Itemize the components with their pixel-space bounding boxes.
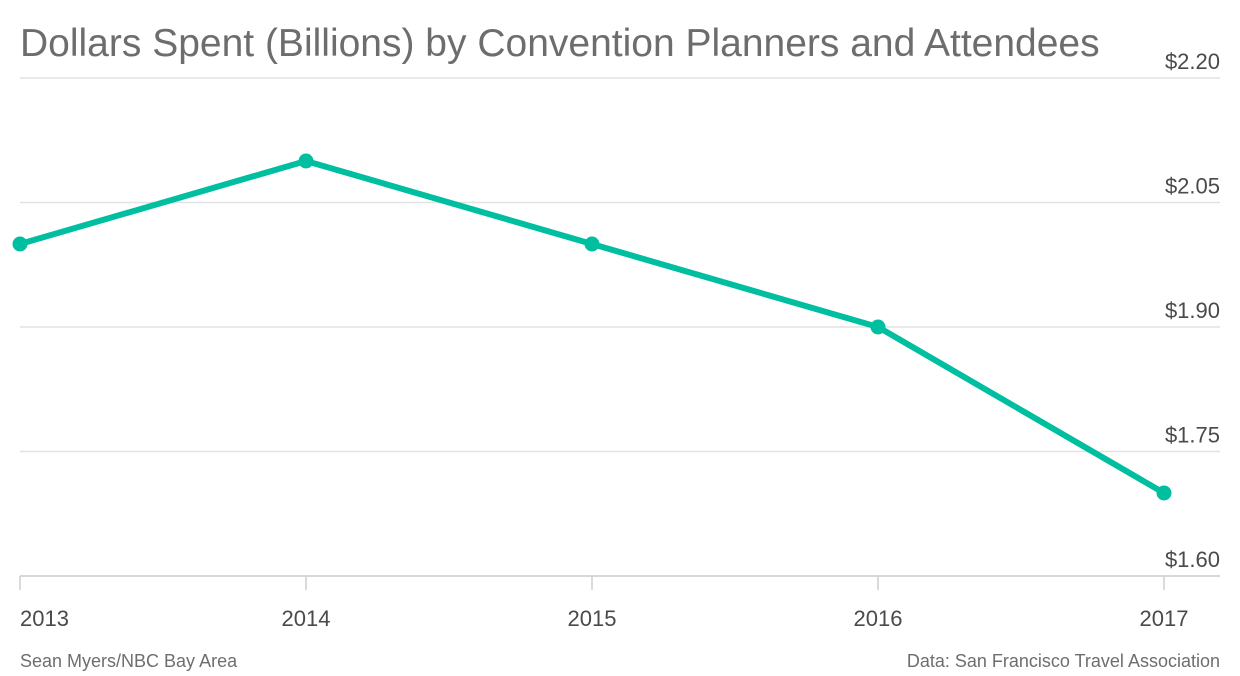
author-credit: Sean Myers/NBC Bay Area [20, 651, 238, 671]
y-tick-label: $1.90 [1165, 298, 1220, 323]
data-point [12, 236, 28, 252]
y-axis-ticks: $1.60 $1.75 $1.90 $2.05 $2.20 [1165, 49, 1220, 572]
data-point [1156, 485, 1172, 501]
chart-title: Dollars Spent (Billions) by Convention P… [20, 22, 1100, 65]
y-tick-label: $2.20 [1165, 49, 1220, 74]
x-tick-label: 2017 [1140, 606, 1189, 631]
data-point [870, 319, 886, 335]
y-tick-label: $1.60 [1165, 547, 1220, 572]
series-group [12, 153, 1172, 501]
data-point [298, 153, 314, 169]
y-tick-label: $2.05 [1165, 174, 1220, 199]
y-tick-label: $1.75 [1165, 423, 1220, 448]
x-tick-label: 2013 [20, 606, 69, 631]
x-tick-label: 2016 [854, 606, 903, 631]
source-credit: Data: San Francisco Travel Association [906, 651, 1220, 671]
data-point [584, 236, 600, 252]
gridlines [20, 77, 1220, 577]
x-tick-label: 2015 [568, 606, 617, 631]
x-axis-ticks: 2013 2014 2015 2016 2017 [19, 576, 1189, 631]
x-tick-label: 2014 [282, 606, 331, 631]
